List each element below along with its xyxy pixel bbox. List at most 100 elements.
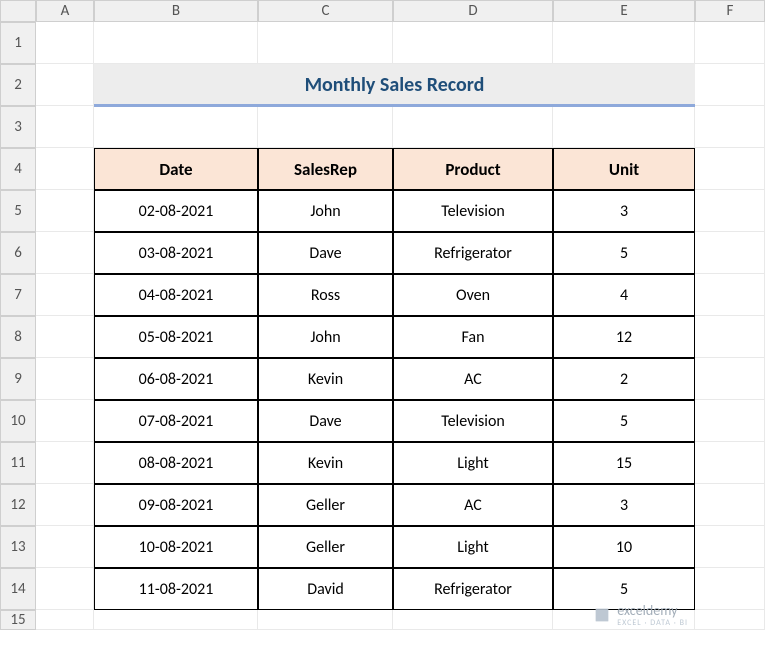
table-row[interactable]: 04-08-2021 xyxy=(94,274,258,316)
cell-f11[interactable] xyxy=(695,442,765,484)
row-header-9[interactable]: 9 xyxy=(0,358,36,400)
row-header-4[interactable]: 4 xyxy=(0,148,36,190)
col-header-e[interactable]: E xyxy=(553,0,695,22)
table-row[interactable]: 5 xyxy=(553,400,695,442)
cell-d1[interactable] xyxy=(393,22,553,64)
cell-f7[interactable] xyxy=(695,274,765,316)
cell-f14[interactable] xyxy=(695,568,765,610)
table-row[interactable]: 5 xyxy=(553,232,695,274)
cell-b1[interactable] xyxy=(94,22,258,64)
cell-a14[interactable] xyxy=(36,568,94,610)
table-row[interactable]: 10 xyxy=(553,526,695,568)
table-row[interactable]: Geller xyxy=(258,526,393,568)
table-row[interactable]: 4 xyxy=(553,274,695,316)
table-row[interactable]: Television xyxy=(393,190,553,232)
table-row[interactable]: 2 xyxy=(553,358,695,400)
table-row[interactable]: 07-08-2021 xyxy=(94,400,258,442)
cell-a2[interactable] xyxy=(36,64,94,106)
cell-a13[interactable] xyxy=(36,526,94,568)
cell-a3[interactable] xyxy=(36,106,94,148)
cell-a1[interactable] xyxy=(36,22,94,64)
table-row[interactable]: 02-08-2021 xyxy=(94,190,258,232)
row-header-11[interactable]: 11 xyxy=(0,442,36,484)
cell-f4[interactable] xyxy=(695,148,765,190)
table-row[interactable]: Oven xyxy=(393,274,553,316)
cell-f9[interactable] xyxy=(695,358,765,400)
cell-a6[interactable] xyxy=(36,232,94,274)
table-row[interactable]: Ross xyxy=(258,274,393,316)
cell-a9[interactable] xyxy=(36,358,94,400)
cell-f6[interactable] xyxy=(695,232,765,274)
table-row[interactable]: AC xyxy=(393,358,553,400)
table-row[interactable]: Light xyxy=(393,526,553,568)
table-row[interactable]: 09-08-2021 xyxy=(94,484,258,526)
table-row[interactable]: Kevin xyxy=(258,358,393,400)
table-row[interactable]: 3 xyxy=(553,484,695,526)
cell-e1[interactable] xyxy=(553,22,695,64)
cell-c15[interactable] xyxy=(258,610,393,630)
cell-f15[interactable] xyxy=(695,610,765,630)
cell-f1[interactable] xyxy=(695,22,765,64)
table-row[interactable]: AC xyxy=(393,484,553,526)
cell-d15[interactable] xyxy=(393,610,553,630)
row-header-10[interactable]: 10 xyxy=(0,400,36,442)
cell-f2[interactable] xyxy=(695,64,765,106)
cell-f3[interactable] xyxy=(695,106,765,148)
row-header-13[interactable]: 13 xyxy=(0,526,36,568)
row-header-3[interactable]: 3 xyxy=(0,106,36,148)
col-header-d[interactable]: D xyxy=(393,0,553,22)
cell-c3[interactable] xyxy=(258,106,393,148)
cell-a10[interactable] xyxy=(36,400,94,442)
row-header-14[interactable]: 14 xyxy=(0,568,36,610)
cell-d3[interactable] xyxy=(393,106,553,148)
col-header-b[interactable]: B xyxy=(94,0,258,22)
table-row[interactable]: David xyxy=(258,568,393,610)
table-row[interactable]: Fan xyxy=(393,316,553,358)
table-row[interactable]: Refrigerator xyxy=(393,568,553,610)
cell-a5[interactable] xyxy=(36,190,94,232)
cell-a15[interactable] xyxy=(36,610,94,630)
row-header-5[interactable]: 5 xyxy=(0,190,36,232)
row-header-7[interactable]: 7 xyxy=(0,274,36,316)
cell-a12[interactable] xyxy=(36,484,94,526)
table-row[interactable]: 06-08-2021 xyxy=(94,358,258,400)
table-row[interactable]: 3 xyxy=(553,190,695,232)
table-row[interactable]: 10-08-2021 xyxy=(94,526,258,568)
table-row[interactable]: Kevin xyxy=(258,442,393,484)
cell-f8[interactable] xyxy=(695,316,765,358)
table-row[interactable]: Geller xyxy=(258,484,393,526)
cell-f13[interactable] xyxy=(695,526,765,568)
table-row[interactable]: 15 xyxy=(553,442,695,484)
table-row[interactable]: 11-08-2021 xyxy=(94,568,258,610)
cell-b3[interactable] xyxy=(94,106,258,148)
table-row[interactable]: Light xyxy=(393,442,553,484)
row-header-2[interactable]: 2 xyxy=(0,64,36,106)
cell-a4[interactable] xyxy=(36,148,94,190)
cell-e3[interactable] xyxy=(553,106,695,148)
table-row[interactable]: Refrigerator xyxy=(393,232,553,274)
table-row[interactable]: 12 xyxy=(553,316,695,358)
title-cell[interactable]: Monthly Sales Record xyxy=(94,64,695,106)
cell-b15[interactable] xyxy=(94,610,258,630)
th-unit[interactable]: Unit xyxy=(553,148,695,190)
row-header-6[interactable]: 6 xyxy=(0,232,36,274)
row-header-1[interactable]: 1 xyxy=(0,22,36,64)
table-row[interactable]: Dave xyxy=(258,232,393,274)
cell-f5[interactable] xyxy=(695,190,765,232)
row-header-12[interactable]: 12 xyxy=(0,484,36,526)
table-row[interactable]: John xyxy=(258,316,393,358)
table-row[interactable]: Dave xyxy=(258,400,393,442)
th-date[interactable]: Date xyxy=(94,148,258,190)
row-header-8[interactable]: 8 xyxy=(0,316,36,358)
cell-a8[interactable] xyxy=(36,316,94,358)
cell-a7[interactable] xyxy=(36,274,94,316)
th-product[interactable]: Product xyxy=(393,148,553,190)
col-header-a[interactable]: A xyxy=(36,0,94,22)
row-header-15[interactable]: 15 xyxy=(0,610,36,630)
col-header-f[interactable]: F xyxy=(695,0,765,22)
table-row[interactable]: 05-08-2021 xyxy=(94,316,258,358)
cell-c1[interactable] xyxy=(258,22,393,64)
table-row[interactable]: John xyxy=(258,190,393,232)
th-salesrep[interactable]: SalesRep xyxy=(258,148,393,190)
table-row[interactable]: 03-08-2021 xyxy=(94,232,258,274)
